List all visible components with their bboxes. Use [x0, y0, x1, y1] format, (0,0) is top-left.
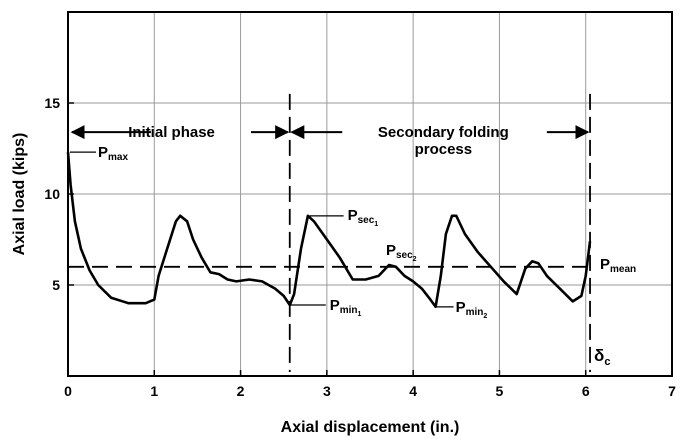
- phase-label-secondary-line2: process: [415, 141, 473, 158]
- annotation-subsubscript: 1: [358, 311, 362, 318]
- annotation-main: P: [98, 144, 108, 161]
- annotation-subscript: mean: [610, 264, 636, 275]
- annotation-pmin2: Pmin2: [456, 299, 488, 320]
- annotation-main: P: [330, 297, 340, 314]
- annotation-main: P: [348, 207, 358, 224]
- y-tick-label: 10: [44, 186, 60, 202]
- x-tick-label: 5: [496, 383, 504, 399]
- annotation-main: P: [386, 242, 396, 259]
- phase-label-initial: Initial phase: [128, 124, 215, 141]
- y-tick-label: 15: [44, 95, 60, 111]
- annotation-subscript: sec: [396, 250, 413, 261]
- x-tick-label: 1: [150, 383, 158, 399]
- annotation-subsubscript: 1: [374, 221, 378, 228]
- x-tick-label: 2: [237, 383, 245, 399]
- annotation-subsubscript: 2: [483, 313, 487, 320]
- annotation-main: P: [456, 299, 466, 316]
- x-tick-label: 0: [64, 383, 72, 399]
- x-tick-label: 4: [409, 383, 417, 399]
- x-tick-label: 6: [582, 383, 590, 399]
- annotation-psec2: Psec2: [386, 242, 417, 263]
- x-tick-label: 7: [668, 383, 676, 399]
- annotation-subscript: min: [340, 305, 358, 316]
- annotation-pmean: Pmean: [600, 256, 636, 275]
- load-curve: [66, 151, 592, 309]
- phase-label-secondary-line1: Secondary folding: [378, 124, 509, 141]
- annotation-subscript: min: [466, 307, 484, 318]
- y-axis-label: Axial load (kips): [11, 133, 28, 256]
- x-tick-label: 3: [323, 383, 331, 399]
- y-tick-label: 5: [52, 277, 60, 293]
- delta-c-label: δc: [594, 346, 610, 368]
- annotation-subsubscript: 2: [413, 256, 417, 263]
- delta-symbol: δ: [594, 346, 604, 365]
- annotation-subscript: max: [108, 152, 128, 163]
- annotation-main: P: [600, 256, 610, 273]
- delta-subscript: c: [604, 356, 610, 368]
- x-axis-label: Axial displacement (in.): [281, 419, 460, 436]
- annotation-psec1: Psec1: [348, 207, 379, 228]
- annotation-pmax: Pmax: [98, 144, 128, 163]
- annotation-pmin1: Pmin1: [330, 297, 362, 318]
- annotation-subscript: sec: [358, 215, 375, 226]
